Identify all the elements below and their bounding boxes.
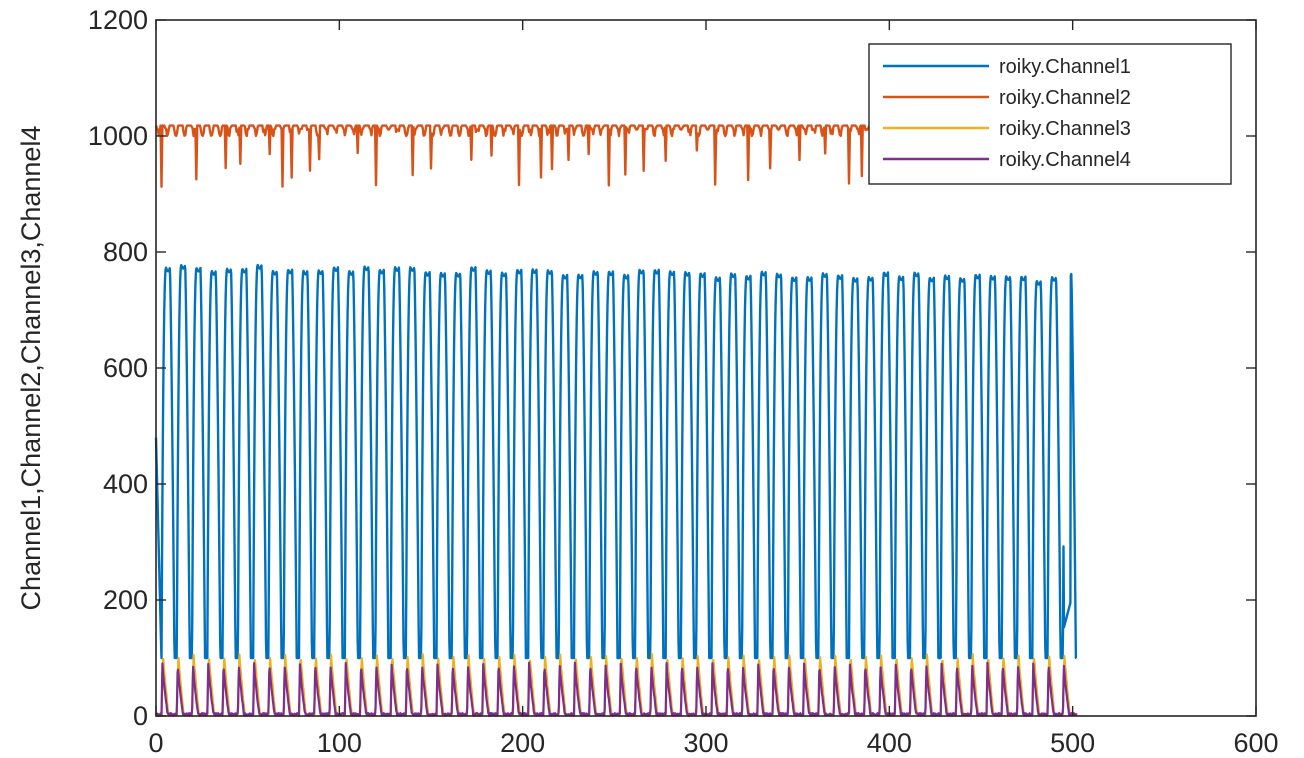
- x-tick-label: 100: [317, 728, 362, 758]
- legend-label: roiky.Channel4: [999, 149, 1131, 171]
- y-tick-label: 200: [103, 585, 148, 615]
- y-tick-label: 0: [133, 701, 148, 731]
- legend-label: roiky.Channel2: [999, 87, 1131, 109]
- axes-layer: 0 100 200 300 400 500 600 0 200 400 600 800 1000 1200…: [16, 5, 1279, 758]
- x-tick-label: 500: [1050, 728, 1095, 758]
- x-tick-label: 300: [683, 728, 728, 758]
- legend-box: [868, 43, 1232, 185]
- y-tick-label: 1000: [88, 121, 148, 151]
- y-axis-title: Channel1,Channel2,Channel3,Channel4: [16, 126, 46, 611]
- legend-label: roiky.Channel3: [999, 118, 1131, 140]
- series-channel2-line: [154, 124, 872, 188]
- x-tick-label: 400: [867, 728, 912, 758]
- x-tick-label: 600: [1233, 728, 1278, 758]
- x-tick-label: 0: [148, 728, 163, 758]
- y-tick-label: 600: [103, 353, 148, 383]
- y-tick-label: 400: [103, 469, 148, 499]
- legend: roiky.Channel1 roiky.Channel2 roiky.Channe…: [868, 43, 1232, 185]
- x-tick-label: 200: [500, 728, 545, 758]
- legend-label: roiky.Channel1: [999, 56, 1131, 78]
- y-tick-label: 800: [103, 237, 148, 267]
- series-channel1-line: [154, 263, 1078, 660]
- y-tick-label: 1200: [88, 5, 148, 35]
